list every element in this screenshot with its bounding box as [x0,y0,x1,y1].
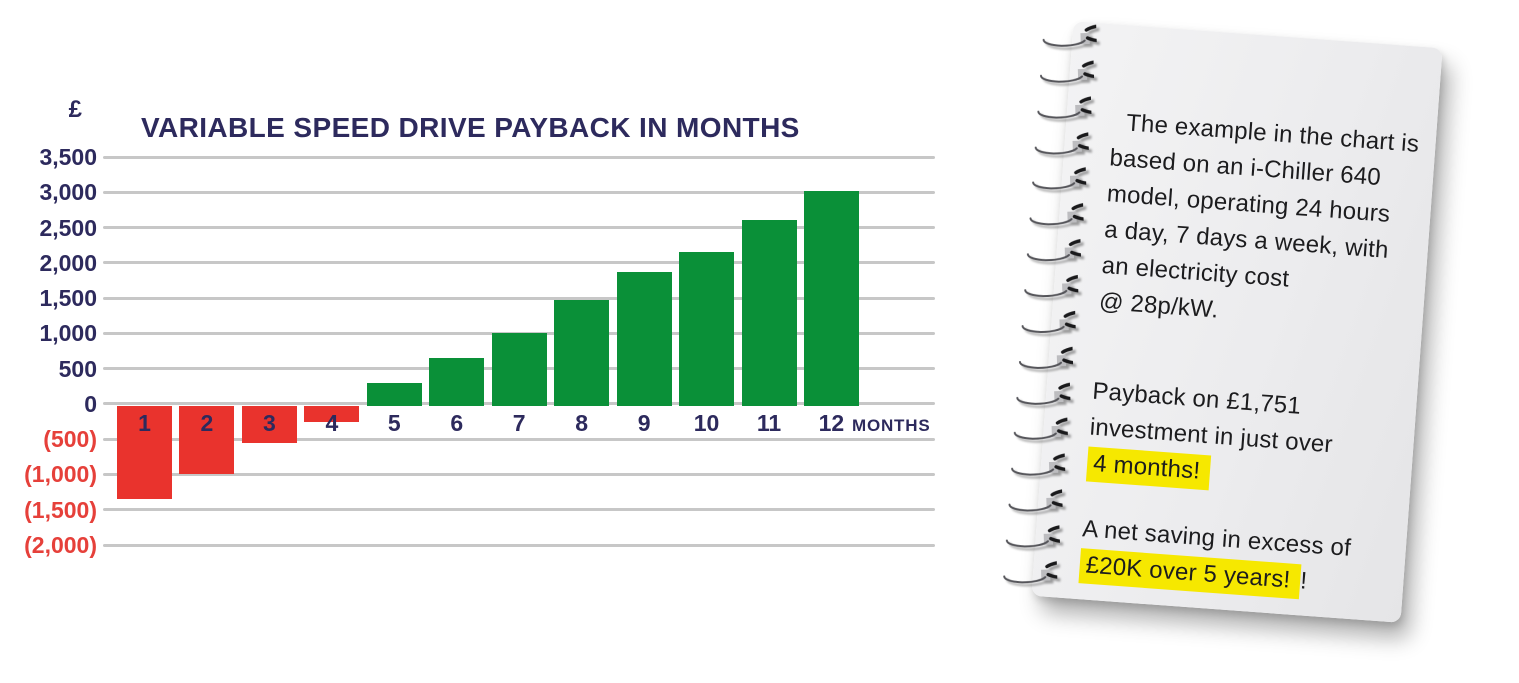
month-label-12: 12 [818,410,845,436]
spiral-ring-icon [1037,95,1092,119]
spiral-ring-icon [1026,238,1082,262]
spiral-ring-icon [1016,381,1071,405]
bar-month-3 [241,405,297,443]
spiral-binding [994,22,1101,585]
spiral-ring-icon [1005,524,1061,548]
y-axis-tick-label: 500 [58,355,97,382]
y-axis-tick-label: 2,000 [39,249,97,276]
x-axis-unit-label: MONTHS [852,416,931,435]
bar-month-10 [679,252,735,406]
month-label-8: 8 [575,410,589,436]
gridline [103,155,935,159]
month-label-5: 5 [387,410,401,436]
y-axis-tick-label: 0 [84,390,97,417]
notepad: The example in the chart is based on an … [1003,21,1443,623]
gridline [103,261,935,265]
note-paragraph-saving: A net saving in excess of £20K over 5 ye… [1078,511,1398,606]
spiral-ring-icon [1008,488,1063,512]
spiral-ring-icon [1011,452,1066,476]
spiral-ring-icon [1042,23,1097,47]
month-label-9: 9 [637,410,651,436]
y-axis-tick-label: 2,500 [39,214,97,241]
bar-month-9 [616,271,672,406]
gridline [103,508,935,512]
gridline [103,472,935,476]
bar-month-2 [179,405,235,475]
note-paragraph-example: The example in the chart is based on an … [1098,104,1429,343]
gridline [103,543,935,547]
gridline [103,226,935,230]
currency-axis-label: £ [68,96,82,123]
y-axis-tick-label: (2,000) [24,532,97,558]
bar-month-1 [117,405,172,500]
bar-month-6 [429,358,485,406]
bar-month-11 [741,220,797,406]
spiral-ring-icon [1024,274,1079,298]
bar-month-7 [491,333,547,406]
bar-month-8 [554,299,610,406]
month-label-7: 7 [512,410,526,436]
chart-title: VARIABLE SPEED DRIVE PAYBACK IN MONTHS [141,111,800,143]
y-axis-tick-label: 1,500 [39,285,97,312]
y-axis-tick-label: (1,500) [24,496,97,523]
month-label-4: 4 [325,410,339,436]
spiral-ring-icon [1018,345,1074,369]
month-label-3: 3 [262,410,276,436]
y-axis-tick-label: 3,000 [39,179,97,206]
month-label-11: 11 [756,410,782,436]
y-axis-tick-label: 3,500 [39,144,97,170]
spiral-ring-icon [1032,166,1087,190]
payback-chart: £ VARIABLE SPEED DRIVE PAYBACK IN MONTHS… [24,96,935,558]
spiral-ring-icon [1029,202,1084,226]
y-axis-tick-label: (500) [43,426,97,453]
gridline [103,190,935,194]
spiral-ring-icon [1021,309,1076,333]
gridline [103,296,935,300]
spiral-ring-icon [1034,130,1089,155]
spiral-ring-icon [1040,59,1095,83]
month-label-10: 10 [693,410,720,436]
plot-area: 1 2 3 4 5 6 7 8 9 10 11 12 MONTHS [103,155,935,547]
bar-month-5 [366,382,422,406]
note-paragraph-payback: Payback on £1,751 investment in just ove… [1085,374,1409,505]
gridline [103,437,935,441]
month-label-6: 6 [450,410,464,436]
note-suffix: ! [1299,567,1309,595]
note-text: The example in the chart is based on an … [1077,80,1431,630]
y-axis-tick-label: 1,000 [39,320,97,347]
month-label-1: 1 [138,410,151,436]
y-axis-tick-label: (1,000) [24,461,97,488]
spiral-ring-icon [1013,417,1068,441]
bar-month-12 [803,190,859,406]
spiral-ring-icon [1003,560,1058,584]
bar-month-4 [304,405,360,422]
month-label-2: 2 [200,410,214,436]
highlight-4-months: 4 months! [1085,446,1212,491]
